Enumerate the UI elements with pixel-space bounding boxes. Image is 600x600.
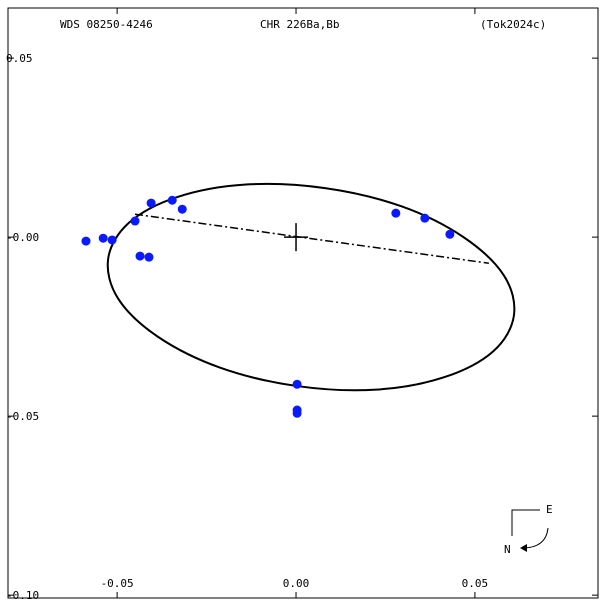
compass-north: N (504, 543, 511, 556)
observation (135, 251, 145, 261)
observation (292, 379, 302, 389)
orbit (106, 182, 516, 392)
y-tick-label: -0.00 (6, 231, 39, 244)
observation (167, 195, 177, 205)
y-tick-label: -0.05 (6, 410, 39, 423)
x-tick-label: 0.00 (283, 577, 310, 590)
observation (146, 198, 156, 208)
x-tick-label: -0.05 (101, 577, 134, 590)
compass: E N (504, 503, 553, 556)
observation (107, 235, 117, 245)
observation (81, 236, 91, 246)
chart-title: CHR 226Ba,Bb (260, 18, 339, 31)
observation (98, 233, 108, 243)
observation (420, 213, 430, 223)
observation (130, 216, 140, 226)
compass-arrowhead (520, 544, 527, 552)
observation (144, 252, 154, 262)
observation (391, 208, 401, 218)
observation (292, 408, 302, 418)
x-tick-label: 0.05 (462, 577, 489, 590)
compass-east: E (546, 503, 553, 516)
compass-frame (511, 509, 540, 536)
plot-frame (7, 7, 599, 599)
header-left: WDS 08250-4246 (60, 18, 153, 31)
node-line (134, 213, 489, 265)
reference: (Tok2024c) (480, 18, 546, 31)
observation (177, 204, 187, 214)
observation (445, 229, 455, 239)
y-tick-label: -0.10 (6, 589, 39, 600)
y-tick-label: 0.05 (6, 52, 33, 65)
